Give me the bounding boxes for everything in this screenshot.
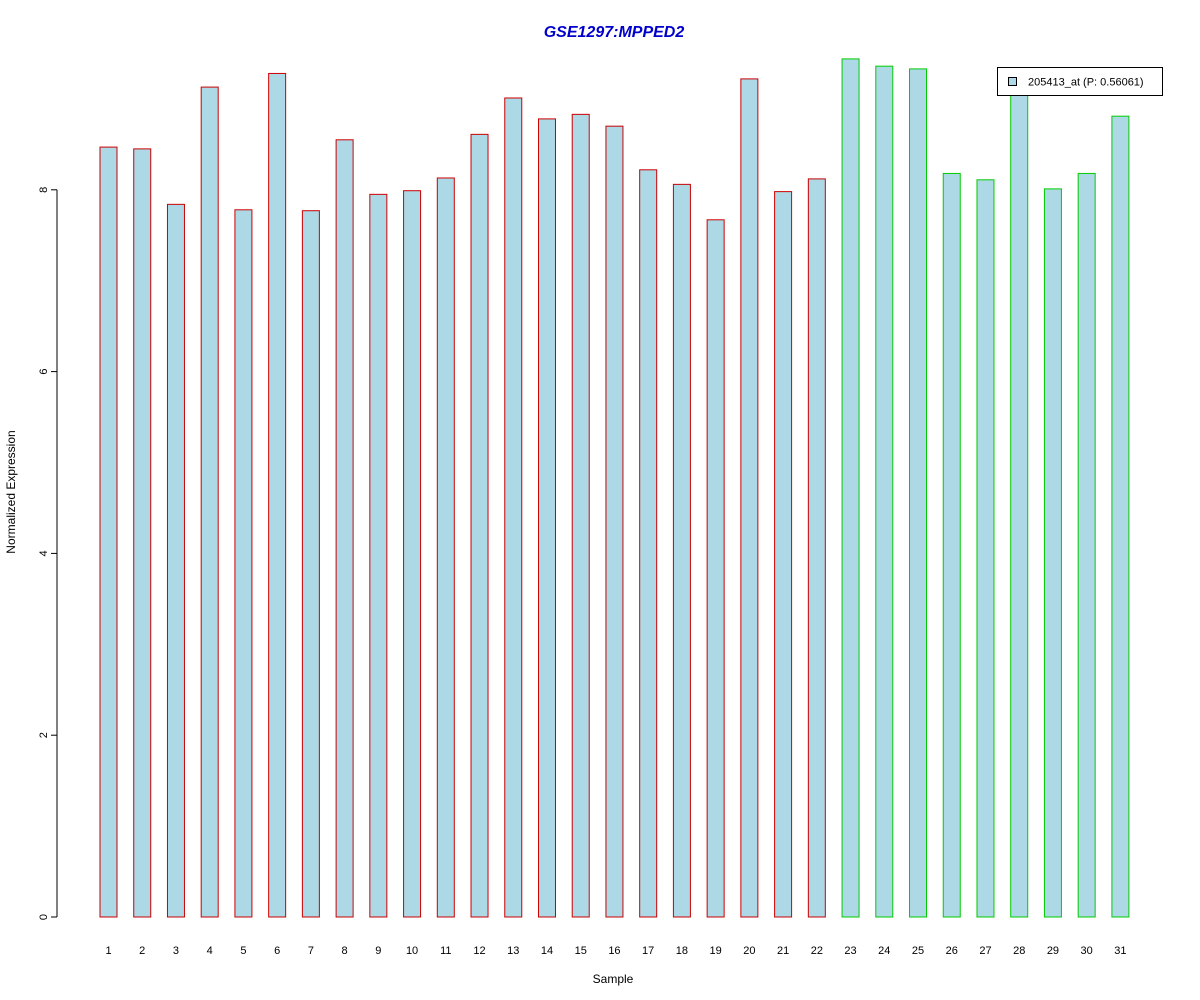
x-tick-label: 28 [1013,945,1025,957]
bar [166,203,185,918]
x-tick-label: 20 [743,945,755,957]
x-tick-label: 14 [541,945,553,957]
x-tick-label: 18 [676,945,688,957]
x-tick-label: 31 [1114,945,1126,957]
x-tick-label: 26 [946,945,958,957]
y-tick-label: 4 [38,550,50,556]
y-tick-label: 8 [38,187,50,193]
x-tick-label: 13 [507,945,519,957]
bar [436,177,455,918]
legend: 205413_at (P: 0.56061) [997,67,1163,96]
y-tick-label: 2 [38,732,50,738]
legend-swatch [1008,77,1017,86]
x-tick-label: 4 [207,945,213,957]
x-tick-label: 24 [878,945,890,957]
bar [740,78,759,918]
x-tick-label: 2 [139,945,145,957]
bar [504,97,523,918]
bar [1010,89,1029,918]
bar [605,125,624,918]
x-tick-label: 22 [811,945,823,957]
bar [234,209,253,918]
bar [1077,172,1096,918]
bar [639,169,658,918]
x-tick-label: 8 [342,945,348,957]
bar [403,190,422,918]
bar [470,133,489,918]
x-tick-label: 27 [979,945,991,957]
x-tick-label: 21 [777,945,789,957]
bar [301,210,320,918]
y-axis-label: Normalized Expression [4,430,18,553]
x-tick-label: 7 [308,945,314,957]
y-axis: 0 2 4 6 8 [38,187,58,920]
x-tick-label: 12 [473,945,485,957]
legend-box [997,67,1163,96]
bar [672,183,691,918]
x-tick-label: 17 [642,945,654,957]
x-axis-tick-labels: 1 2 3 4 5 6 7 8 9 10 11 12 13 14 15 16 17 18 19 20 21 22 23 24 2… [105,945,1126,957]
y-tick-label: 6 [38,369,50,375]
bar [1111,115,1130,918]
bar [200,86,219,918]
x-tick-label: 9 [375,945,381,957]
x-tick-label: 11 [440,945,451,957]
x-axis-label: Sample [593,972,634,986]
bar [99,146,118,918]
chart-title: GSE1297:MPPED2 [544,24,685,41]
bar [942,172,961,918]
bar [807,178,826,918]
x-tick-label: 23 [844,945,856,957]
bar [976,179,995,918]
bar [841,58,860,918]
x-tick-label: 1 [105,945,111,957]
x-tick-label: 3 [173,945,179,957]
x-tick-label: 19 [710,945,722,957]
bar [909,68,928,918]
legend-label: 205413_at (P: 0.56061) [1028,77,1144,89]
bar [1043,188,1062,918]
x-tick-label: 10 [406,945,418,957]
bar [369,193,388,918]
x-tick-label: 6 [274,945,280,957]
bar [875,65,894,918]
bar [335,139,354,918]
x-tick-label: 16 [608,945,620,957]
x-tick-label: 29 [1047,945,1059,957]
x-tick-label: 25 [912,945,924,957]
y-tick-label: 0 [38,914,50,920]
bar [774,191,793,918]
bar [268,72,287,918]
bar [133,148,152,918]
bar [706,219,725,918]
x-tick-label: 15 [575,945,587,957]
plot-area [99,58,1130,918]
bar [571,113,590,918]
x-tick-label: 30 [1081,945,1093,957]
x-tick-label: 5 [240,945,246,957]
bar [537,118,556,918]
